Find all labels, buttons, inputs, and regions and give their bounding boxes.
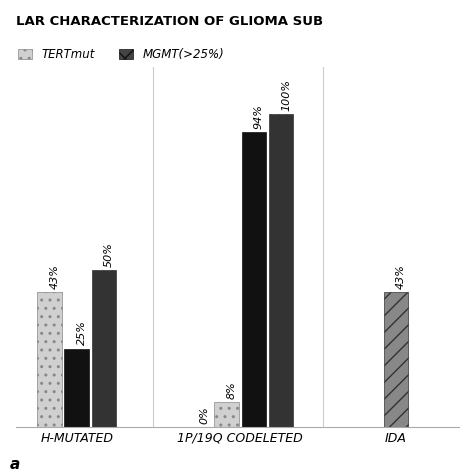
Bar: [92, 270, 116, 427]
Text: 50%: 50%: [104, 242, 114, 267]
Text: LAR CHARACTERIZATION OF GLIOMA SUB: LAR CHARACTERIZATION OF GLIOMA SUB: [17, 15, 324, 28]
Text: 94%: 94%: [254, 104, 264, 129]
Bar: [64, 348, 89, 427]
Bar: [383, 292, 408, 427]
Text: 25%: 25%: [77, 320, 87, 346]
Text: 8%: 8%: [227, 381, 237, 399]
Bar: [242, 132, 266, 427]
Text: 43%: 43%: [396, 264, 406, 289]
Text: 43%: 43%: [49, 264, 60, 289]
Text: a: a: [9, 457, 20, 472]
Text: 100%: 100%: [281, 79, 291, 110]
Bar: [214, 402, 239, 427]
Text: 0%: 0%: [199, 406, 210, 424]
Bar: [37, 292, 62, 427]
Legend: TERTmut, MGMT(>25%): TERTmut, MGMT(>25%): [13, 44, 229, 66]
Bar: [269, 114, 293, 427]
